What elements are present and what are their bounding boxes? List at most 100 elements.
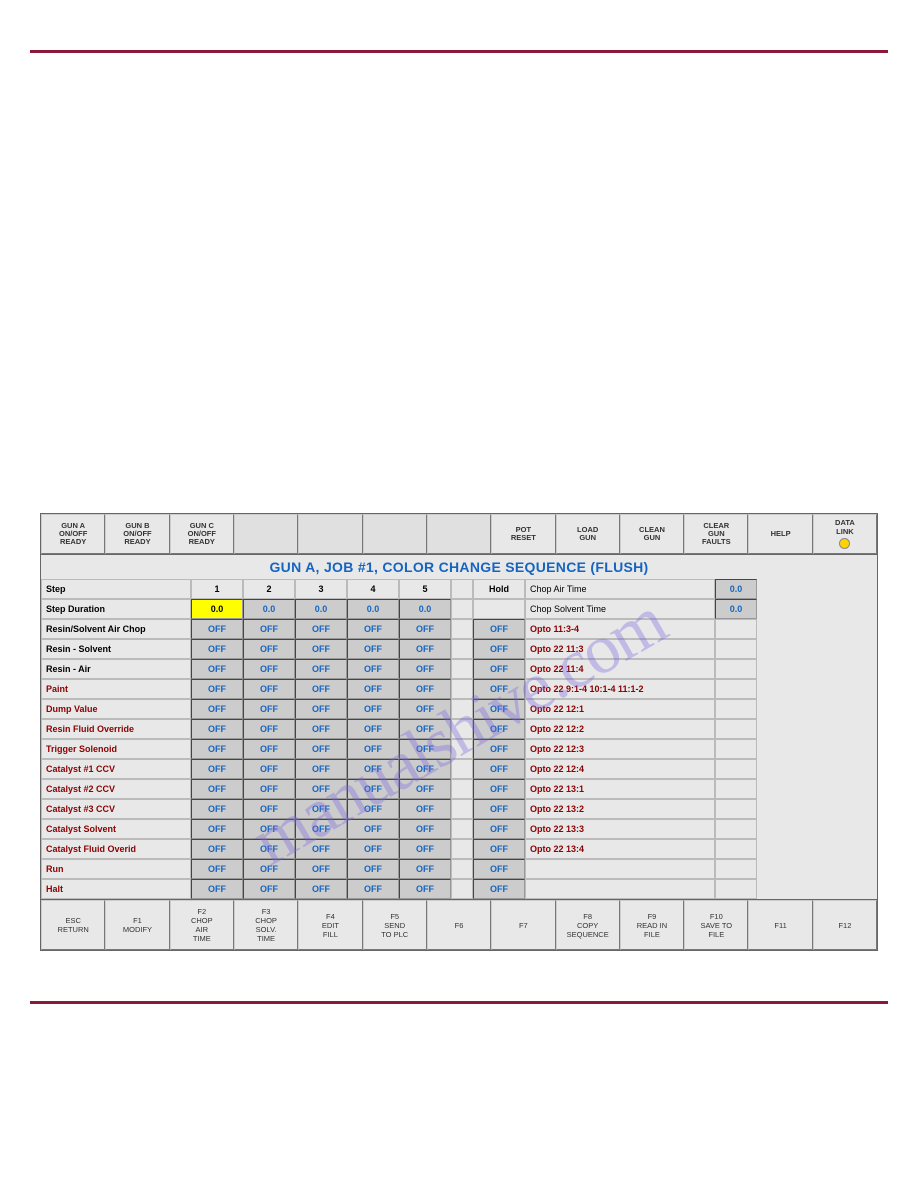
row-12-col-5[interactable]: OFF: [399, 859, 451, 879]
row-2-col-3[interactable]: OFF: [295, 659, 347, 679]
row-7-col-4[interactable]: OFF: [347, 759, 399, 779]
top-button-7[interactable]: POTRESET: [491, 514, 555, 554]
row-8-col-3[interactable]: OFF: [295, 779, 347, 799]
row-4-col-5[interactable]: OFF: [399, 699, 451, 719]
row-12-col-3[interactable]: OFF: [295, 859, 347, 879]
row-10-hold[interactable]: OFF: [473, 819, 525, 839]
row-9-col-4[interactable]: OFF: [347, 799, 399, 819]
row-4-col-2[interactable]: OFF: [243, 699, 295, 719]
row-1-col-3[interactable]: OFF: [295, 639, 347, 659]
row-0-col-2[interactable]: OFF: [243, 619, 295, 639]
row-6-col-5[interactable]: OFF: [399, 739, 451, 759]
row-7-col-1[interactable]: OFF: [191, 759, 243, 779]
row-8-col-1[interactable]: OFF: [191, 779, 243, 799]
bottom-button-6[interactable]: F6: [427, 900, 491, 950]
top-button-11[interactable]: HELP: [748, 514, 812, 554]
step-duration-2[interactable]: 0.0: [243, 599, 295, 619]
row-12-col-4[interactable]: OFF: [347, 859, 399, 879]
row-6-hold[interactable]: OFF: [473, 739, 525, 759]
row-5-hold[interactable]: OFF: [473, 719, 525, 739]
row-3-col-5[interactable]: OFF: [399, 679, 451, 699]
row-13-col-3[interactable]: OFF: [295, 879, 347, 899]
row-0-col-1[interactable]: OFF: [191, 619, 243, 639]
bottom-button-9[interactable]: F9READ INFILE: [620, 900, 684, 950]
step-duration-4[interactable]: 0.0: [347, 599, 399, 619]
row-10-col-2[interactable]: OFF: [243, 819, 295, 839]
row-6-col-1[interactable]: OFF: [191, 739, 243, 759]
row-8-hold[interactable]: OFF: [473, 779, 525, 799]
bottom-button-2[interactable]: F2CHOPAIRTIME: [170, 900, 234, 950]
row-13-hold[interactable]: OFF: [473, 879, 525, 899]
row-2-col-2[interactable]: OFF: [243, 659, 295, 679]
top-button-0[interactable]: GUN AON/OFFREADY: [41, 514, 105, 554]
row-10-col-4[interactable]: OFF: [347, 819, 399, 839]
row-5-col-1[interactable]: OFF: [191, 719, 243, 739]
row-10-col-3[interactable]: OFF: [295, 819, 347, 839]
top-button-2[interactable]: GUN CON/OFFREADY: [170, 514, 234, 554]
top-button-12[interactable]: DATALINK: [813, 514, 877, 554]
row-3-col-4[interactable]: OFF: [347, 679, 399, 699]
bottom-button-7[interactable]: F7: [491, 900, 555, 950]
top-button-1[interactable]: GUN BON/OFFREADY: [105, 514, 169, 554]
row-8-col-2[interactable]: OFF: [243, 779, 295, 799]
row-12-col-1[interactable]: OFF: [191, 859, 243, 879]
row-5-col-5[interactable]: OFF: [399, 719, 451, 739]
row-9-hold[interactable]: OFF: [473, 799, 525, 819]
row-11-col-5[interactable]: OFF: [399, 839, 451, 859]
row-1-col-2[interactable]: OFF: [243, 639, 295, 659]
row-7-col-2[interactable]: OFF: [243, 759, 295, 779]
row-4-hold[interactable]: OFF: [473, 699, 525, 719]
step-duration-1[interactable]: 0.0: [191, 599, 243, 619]
row-9-col-5[interactable]: OFF: [399, 799, 451, 819]
row-2-col-4[interactable]: OFF: [347, 659, 399, 679]
row-13-col-2[interactable]: OFF: [243, 879, 295, 899]
row-10-col-1[interactable]: OFF: [191, 819, 243, 839]
row-2-col-1[interactable]: OFF: [191, 659, 243, 679]
row-6-col-2[interactable]: OFF: [243, 739, 295, 759]
row-11-col-4[interactable]: OFF: [347, 839, 399, 859]
bottom-button-0[interactable]: ESCRETURN: [41, 900, 105, 950]
row-2-col-5[interactable]: OFF: [399, 659, 451, 679]
row-11-col-1[interactable]: OFF: [191, 839, 243, 859]
row-1-col-4[interactable]: OFF: [347, 639, 399, 659]
bottom-button-12[interactable]: F12: [813, 900, 877, 950]
row-5-col-3[interactable]: OFF: [295, 719, 347, 739]
row-12-col-2[interactable]: OFF: [243, 859, 295, 879]
row-9-col-1[interactable]: OFF: [191, 799, 243, 819]
row-11-col-3[interactable]: OFF: [295, 839, 347, 859]
row-13-col-1[interactable]: OFF: [191, 879, 243, 899]
row-7-hold[interactable]: OFF: [473, 759, 525, 779]
row-7-col-3[interactable]: OFF: [295, 759, 347, 779]
row-0-col-3[interactable]: OFF: [295, 619, 347, 639]
row-5-col-2[interactable]: OFF: [243, 719, 295, 739]
row-4-col-3[interactable]: OFF: [295, 699, 347, 719]
row-1-hold[interactable]: OFF: [473, 639, 525, 659]
bottom-button-8[interactable]: F8COPYSEQUENCE: [556, 900, 620, 950]
bottom-button-5[interactable]: F5SENDTO PLC: [363, 900, 427, 950]
row-3-col-3[interactable]: OFF: [295, 679, 347, 699]
row-3-col-2[interactable]: OFF: [243, 679, 295, 699]
row-0-hold[interactable]: OFF: [473, 619, 525, 639]
row-11-hold[interactable]: OFF: [473, 839, 525, 859]
row-7-col-5[interactable]: OFF: [399, 759, 451, 779]
row-3-hold[interactable]: OFF: [473, 679, 525, 699]
bottom-button-4[interactable]: F4EDITFILL: [298, 900, 362, 950]
row-4-col-1[interactable]: OFF: [191, 699, 243, 719]
row-0-col-4[interactable]: OFF: [347, 619, 399, 639]
row-12-hold[interactable]: OFF: [473, 859, 525, 879]
bottom-button-10[interactable]: F10SAVE TOFILE: [684, 900, 748, 950]
bottom-button-11[interactable]: F11: [748, 900, 812, 950]
top-button-10[interactable]: CLEARGUNFAULTS: [684, 514, 748, 554]
row-8-col-4[interactable]: OFF: [347, 779, 399, 799]
step-duration-5[interactable]: 0.0: [399, 599, 451, 619]
row-6-col-3[interactable]: OFF: [295, 739, 347, 759]
row-10-col-5[interactable]: OFF: [399, 819, 451, 839]
chop-solvent-value[interactable]: 0.0: [715, 599, 757, 619]
row-1-col-5[interactable]: OFF: [399, 639, 451, 659]
bottom-button-3[interactable]: F3CHOPSOLV.TIME: [234, 900, 298, 950]
row-2-hold[interactable]: OFF: [473, 659, 525, 679]
step-duration-3[interactable]: 0.0: [295, 599, 347, 619]
row-13-col-4[interactable]: OFF: [347, 879, 399, 899]
row-13-col-5[interactable]: OFF: [399, 879, 451, 899]
row-11-col-2[interactable]: OFF: [243, 839, 295, 859]
